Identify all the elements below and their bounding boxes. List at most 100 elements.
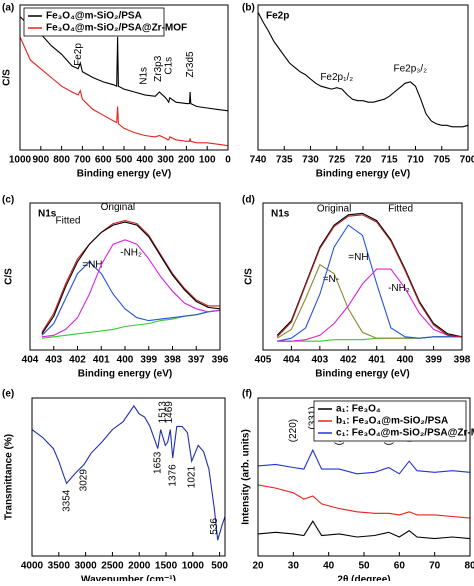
x-tick-label: 710: [407, 155, 424, 166]
x-tick-label: 402: [340, 355, 357, 366]
x-tick-label: 300: [157, 155, 174, 166]
series-line: [277, 268, 463, 342]
x-axis-label: Binding energy (eV): [315, 369, 409, 380]
y-axis-label: Intensity (arb. units): [241, 429, 252, 525]
annotation: 1469: [164, 401, 175, 424]
series-label: Original: [101, 202, 135, 213]
series-label: =N-: [323, 274, 339, 285]
x-tick-label: 399: [140, 355, 157, 366]
x-tick-label: 50: [358, 561, 370, 572]
legend-label: b₁: Fe₃O₄@m-SiO₂/PSA: [336, 416, 448, 427]
series-line: [257, 484, 471, 519]
plot-frame: [257, 397, 471, 557]
x-tick-label: 404: [22, 355, 39, 366]
panel-label: (b): [242, 3, 255, 14]
series-line: [277, 336, 462, 342]
x-tick-label: 1000: [182, 561, 205, 572]
annotation: 3354: [61, 489, 72, 512]
series-line: [277, 224, 462, 342]
series-line: [19, 16, 229, 112]
x-tick-label: 398: [454, 355, 471, 366]
x-tick-label: 3500: [48, 561, 71, 572]
x-axis-label: Binding energy (eV): [77, 169, 171, 180]
x-tick-label: 397: [188, 355, 205, 366]
y-axis-label: C/S: [4, 268, 15, 285]
series-label: Fitted: [55, 215, 80, 226]
x-tick-label: 400: [117, 355, 134, 366]
series-line: [41, 261, 221, 336]
annotation: (220): [288, 419, 299, 442]
x-tick-label: 715: [381, 155, 398, 166]
x-tick-label: 4000: [21, 561, 44, 572]
series-label: -NH₂: [388, 283, 410, 294]
series-line: [41, 220, 220, 333]
panel: (e) 4000 3500 3000 2500 2000 1500 1000 500 Wavenu…: [2, 389, 228, 586]
x-tick-label: 2500: [101, 561, 124, 572]
annotation: Fe2p: [73, 43, 84, 66]
legend-label: Fe₃O₄@m-SiO₂/PSA: [46, 11, 142, 22]
series-line: [31, 404, 226, 541]
annotation: 3029: [79, 469, 90, 492]
x-tick-label: 20: [252, 561, 264, 572]
x-tick-label: 720: [355, 155, 372, 166]
panel-label: (e): [2, 389, 14, 400]
series-line: [276, 212, 463, 338]
panel-label: (d): [242, 195, 255, 206]
plot-frame: [262, 202, 463, 351]
panel-title: N1s: [38, 209, 57, 220]
legend-label: Fe₃O₄@m-SiO₂/PSA@Zr-MOF: [46, 23, 187, 34]
x-tick-label: 398: [164, 355, 181, 366]
series-line: [19, 36, 229, 147]
panel-title: N1s: [271, 209, 290, 220]
legend-box: [23, 7, 165, 37]
annotation: (331): [307, 406, 318, 429]
series-line: [257, 12, 469, 128]
series-line: [257, 520, 471, 540]
series-label: Original: [317, 204, 351, 215]
x-tick-label: 2000: [128, 561, 151, 572]
y-axis-label: C/S: [2, 69, 13, 86]
x-tick-label: 400: [397, 355, 414, 366]
x-tick-label: 500: [116, 155, 133, 166]
x-tick-label: 399: [425, 355, 442, 366]
x-tick-label: 735: [276, 155, 293, 166]
x-tick-label: 900: [32, 155, 49, 166]
x-tick-label: 725: [328, 155, 345, 166]
annotation: 536: [209, 518, 220, 535]
plot-frame: [29, 202, 221, 351]
x-tick-label: 402: [69, 355, 86, 366]
y-axis-label: C/S: [244, 268, 255, 285]
x-tick-label: 401: [93, 355, 110, 366]
x-tick-label: 100: [199, 155, 216, 166]
series-line: [257, 448, 471, 475]
x-tick-label: 405: [255, 355, 272, 366]
x-tick-label: 700: [74, 155, 91, 166]
x-tick-label: 1000: [9, 155, 32, 166]
series-label: =NH: [82, 259, 102, 270]
x-tick-label: 1500: [155, 561, 178, 572]
series-label: Fitted: [388, 204, 413, 215]
x-tick-label: 740: [250, 155, 267, 166]
annotation: C1s: [163, 57, 174, 75]
x-tick-label: 40: [323, 561, 335, 572]
panel-label: (a): [2, 3, 14, 14]
y-axis-label: Transmittance (%): [4, 434, 15, 520]
plot-frame: [19, 4, 229, 151]
x-tick-label: 80: [464, 561, 474, 572]
annotation: 1021: [186, 466, 197, 489]
series-line: [41, 221, 221, 335]
plot-frame: [257, 4, 469, 151]
x-tick-label: 400: [136, 155, 153, 166]
x-tick-label: 200: [178, 155, 195, 166]
x-tick-label: 730: [302, 155, 319, 166]
annotation: N1s: [138, 67, 149, 85]
x-tick-label: 700: [460, 155, 474, 166]
plot-frame: [31, 397, 226, 557]
annotation: Fe2p₃/₂: [393, 63, 427, 74]
legend-box: [313, 400, 467, 442]
x-tick-label: 396: [212, 355, 229, 366]
x-tick-label: 705: [433, 155, 450, 166]
x-tick-label: 70: [429, 561, 441, 572]
x-tick-label: 60: [394, 561, 406, 572]
